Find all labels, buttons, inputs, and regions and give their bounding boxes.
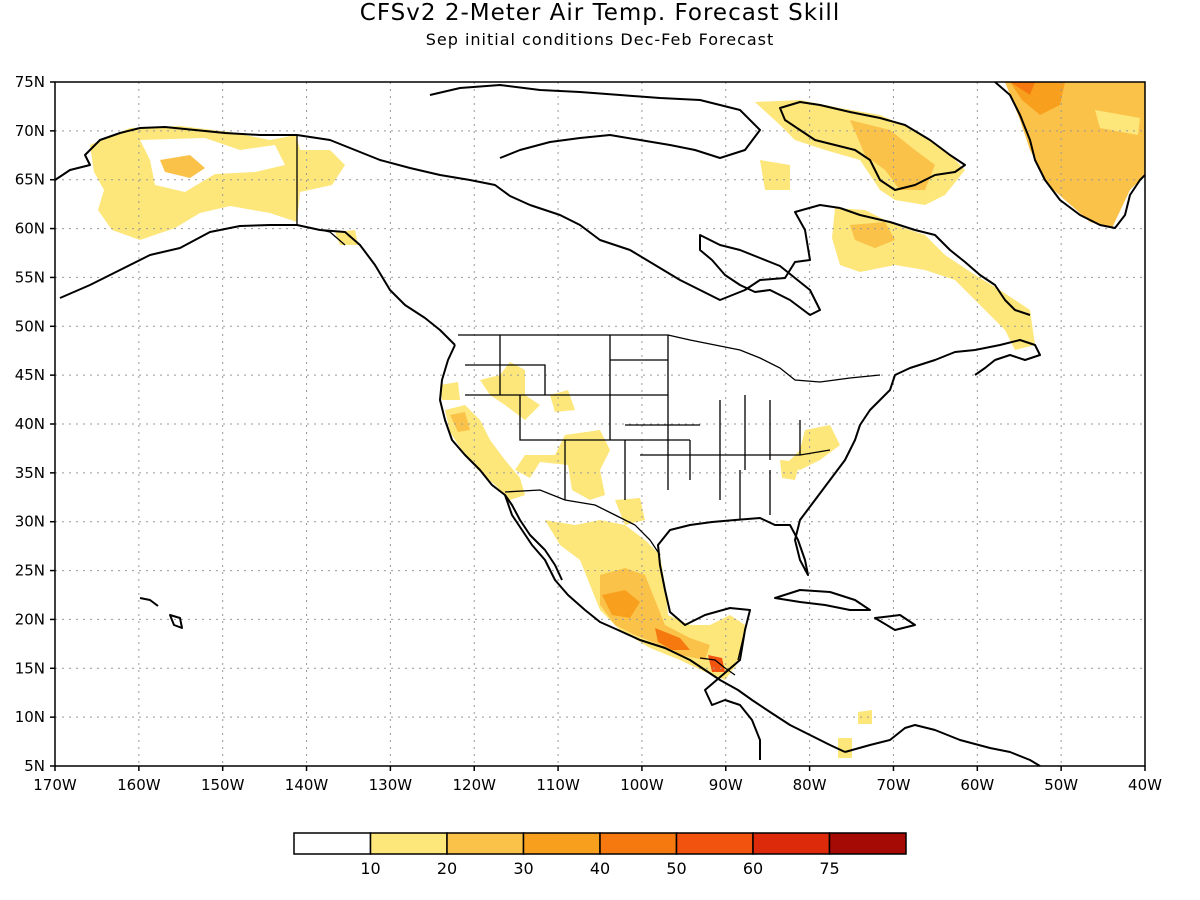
- lat-tick-label: 15N: [15, 659, 45, 677]
- coastline-labrador: [839, 207, 1031, 316]
- skill-area-panama: [838, 738, 852, 758]
- graticule-grid: [55, 82, 1145, 766]
- lon-tick-label: 80W: [793, 776, 827, 794]
- lat-tick-label: 75N: [15, 73, 45, 91]
- coastline-hudson-bay: [699, 234, 821, 316]
- border-central-america: [699, 629, 746, 676]
- lat-tick-label: 70N: [15, 122, 45, 140]
- colorbar-swatch: [752, 832, 831, 855]
- colorbar-swatch: [369, 832, 448, 855]
- colorbar-swatch: [522, 832, 601, 855]
- lat-tick-label: 40N: [15, 415, 45, 433]
- coastline-baja: [504, 494, 563, 581]
- coastline-hispaniola: [874, 614, 916, 631]
- lon-tick-label: 70W: [877, 776, 911, 794]
- lon-tick-label: 160W: [117, 776, 161, 794]
- lon-tick-label: 120W: [452, 776, 496, 794]
- lat-tick-label: 45N: [15, 366, 45, 384]
- skill-area-utah: [550, 390, 575, 412]
- lat-tick-label: 50N: [15, 317, 45, 335]
- colorbar-swatch: [675, 832, 754, 855]
- lat-tick-label: 65N: [15, 171, 45, 189]
- coastline-alaska: [54, 126, 841, 301]
- lon-tick-label: 110W: [536, 776, 580, 794]
- latitude-axis: 75N 70N 65N 60N 55N 50N 45N 40N 35N 30N 25N 20N 15N 1…: [15, 73, 55, 775]
- border-alaska-canada: [296, 135, 346, 246]
- skill-shading: [90, 82, 1145, 758]
- lon-tick-label: 130W: [369, 776, 413, 794]
- skill-area-mexico-4: [655, 628, 690, 650]
- colorbar: 10 20 30 40 50 60 75: [293, 832, 907, 878]
- colorbar-swatch: [599, 832, 678, 855]
- coastline-cuba: [774, 589, 871, 611]
- skill-area-virginia: [785, 425, 840, 470]
- colorbar-label: 60: [743, 859, 763, 878]
- coastline-gulf: [844, 724, 1041, 767]
- colorbar-label: 50: [666, 859, 686, 878]
- lon-tick-label: 60W: [960, 776, 994, 794]
- border-us-mexico: [504, 489, 661, 556]
- coastlines: [54, 81, 1146, 767]
- coastline-pacific-us: [439, 344, 846, 753]
- colorbar-swatch: [446, 832, 525, 855]
- skill-area-alaska-hole: [140, 138, 285, 192]
- lat-tick-label: 30N: [15, 513, 45, 531]
- skill-area-idaho: [480, 362, 540, 420]
- lon-tick-label: 40W: [1128, 776, 1162, 794]
- border-us-canada: [458, 334, 881, 383]
- skill-area-four-corners: [515, 430, 610, 500]
- colorbar-label: 40: [590, 859, 610, 878]
- skill-area-colombia: [858, 710, 872, 724]
- skill-area-arctic-2: [850, 120, 935, 190]
- colorbar-label: 75: [819, 859, 839, 878]
- coastline-arctic-islands: [429, 84, 761, 159]
- lon-tick-label: 100W: [620, 776, 664, 794]
- political-borders: [296, 135, 881, 676]
- colorbar-swatch: [828, 832, 907, 855]
- colorbar-swatch: [293, 832, 372, 855]
- longitude-axis: 170W 160W 150W 140W 130W 120W 110W 100W 90W 80W 70…: [33, 766, 1162, 794]
- coastline-atlantic-canada: [974, 339, 1041, 376]
- colorbar-label: 10: [360, 859, 380, 878]
- coastline-alaska-south: [59, 224, 456, 346]
- colorbar-label: 20: [437, 859, 457, 878]
- map-subtitle: Sep initial conditions Dec-Feb Forecast: [425, 30, 775, 49]
- skill-area-california-2: [450, 412, 470, 432]
- skill-area-nc: [780, 460, 800, 480]
- border-states-east: [719, 395, 831, 520]
- map-title: CFSv2 2-Meter Air Temp. Forecast Skill: [359, 0, 841, 26]
- skill-area-oregon: [440, 382, 460, 400]
- lon-tick-label: 90W: [709, 776, 743, 794]
- lat-tick-label: 55N: [15, 268, 45, 286]
- lat-tick-label: 20N: [15, 610, 45, 628]
- lat-tick-label: 10N: [15, 708, 45, 726]
- coastline-gulf-mexico: [657, 349, 976, 760]
- coastline-hawaii: [139, 597, 183, 629]
- border-states-central: [610, 335, 721, 500]
- skill-area-baffin-south: [760, 160, 790, 190]
- lat-tick-label: 60N: [15, 220, 45, 238]
- skill-area-texas: [615, 498, 645, 525]
- skill-area-alaska-core: [160, 155, 205, 178]
- skill-area-greenland-3: [1010, 82, 1035, 95]
- lat-tick-label: 5N: [24, 757, 45, 775]
- colorbar-label: 30: [513, 859, 533, 878]
- lon-tick-label: 150W: [201, 776, 245, 794]
- lon-tick-label: 140W: [285, 776, 329, 794]
- skill-area-greenland-4: [1095, 110, 1140, 135]
- skill-area-mexico-3: [602, 590, 640, 618]
- lon-tick-label: 170W: [33, 776, 77, 794]
- coastline-baffin: [779, 101, 966, 191]
- lat-tick-label: 35N: [15, 464, 45, 482]
- coastline-greenland: [994, 81, 1146, 229]
- skill-area-greenland: [1005, 82, 1145, 228]
- lat-tick-label: 25N: [15, 562, 45, 580]
- lon-tick-label: 50W: [1044, 776, 1078, 794]
- border-states-west: [465, 335, 690, 500]
- skill-area-mexico-2: [600, 568, 710, 660]
